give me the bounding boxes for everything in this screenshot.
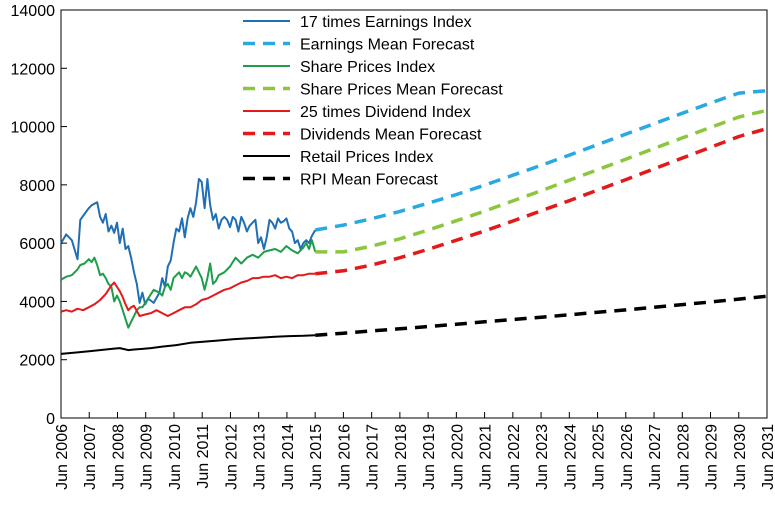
y-tick-label: 0 <box>46 411 55 428</box>
y-tick-label: 12000 <box>11 61 56 78</box>
y-tick-label: 6000 <box>19 236 55 253</box>
x-tick-label: Jun 2018 <box>393 424 410 490</box>
x-tick-label: Jun 2025 <box>591 424 608 490</box>
series-line-share-prices-index <box>60 239 317 329</box>
series-line-retail-prices-index <box>61 334 316 355</box>
legend-label: Share Prices Mean Forecast <box>300 82 503 99</box>
legend-label: 25 times Dividend Index <box>300 104 471 121</box>
legend-label: Earnings Mean Forecast <box>300 37 475 54</box>
x-tick-label: Jun 2022 <box>506 424 523 490</box>
y-axis: 0 2000 4000 6000 8000 10000 12000 14000 <box>11 3 67 428</box>
x-tick-label: Jun 2029 <box>704 424 721 490</box>
x-axis: Jun 2006 Jun 2007 Jun 2008 Jun 2009 Jun 2010… <box>54 412 775 490</box>
x-tick-label: Jun 2011 <box>195 424 212 489</box>
x-tick-label: Jun 2012 <box>223 424 240 490</box>
x-tick-label: Jun 2023 <box>534 424 551 490</box>
x-tick-label: Jun 2008 <box>110 424 127 490</box>
y-tick-label: 4000 <box>19 294 55 311</box>
x-tick-label: Jun 2026 <box>619 424 636 490</box>
series-line-25-times-dividend-index <box>60 272 316 317</box>
x-tick-label: Jun 2010 <box>167 424 184 490</box>
series-layer <box>60 88 768 355</box>
plot-border <box>60 9 768 419</box>
x-tick-label: Jun 2019 <box>421 424 438 490</box>
x-tick-label: Jun 2009 <box>139 424 156 490</box>
x-tick-label: Jun 2021 <box>478 424 495 490</box>
x-tick-label: Jun 2028 <box>675 424 692 490</box>
legend-label: 17 times Earnings Index <box>300 14 472 31</box>
x-tick-label: Jun 2007 <box>82 424 99 490</box>
x-tick-label: Jun 2017 <box>365 424 382 490</box>
series-line-17-times-earnings-index <box>60 178 317 306</box>
x-tick-label: Jun 2014 <box>280 424 297 490</box>
plot-area <box>60 9 768 419</box>
x-tick-label: Jun 2031 <box>760 424 775 490</box>
legend-label: Retail Prices Index <box>300 149 433 166</box>
x-tick-label: Jun 2006 <box>54 424 71 490</box>
x-tick-label: Jun 2030 <box>732 424 749 490</box>
legend: 17 times Earnings Index Earnings Mean For… <box>243 14 503 189</box>
y-tick-label: 14000 <box>11 3 56 20</box>
y-tick-label: 10000 <box>11 120 56 137</box>
legend-label: Share Prices Index <box>300 59 435 76</box>
x-tick-label: Jun 2027 <box>647 424 664 490</box>
x-tick-label: Jun 2015 <box>308 424 325 490</box>
legend-label: RPI Mean Forecast <box>300 172 438 189</box>
x-tick-label: Jun 2024 <box>562 424 579 490</box>
x-tick-label: Jun 2013 <box>252 424 269 490</box>
y-tick-label: 8000 <box>19 178 55 195</box>
x-tick-label: Jun 2016 <box>336 424 353 490</box>
x-tick-label: Jun 2020 <box>449 424 466 490</box>
series-line-rpi-mean-forecast <box>315 294 768 337</box>
legend-label: Dividends Mean Forecast <box>300 127 482 144</box>
y-tick-label: 2000 <box>19 353 55 370</box>
